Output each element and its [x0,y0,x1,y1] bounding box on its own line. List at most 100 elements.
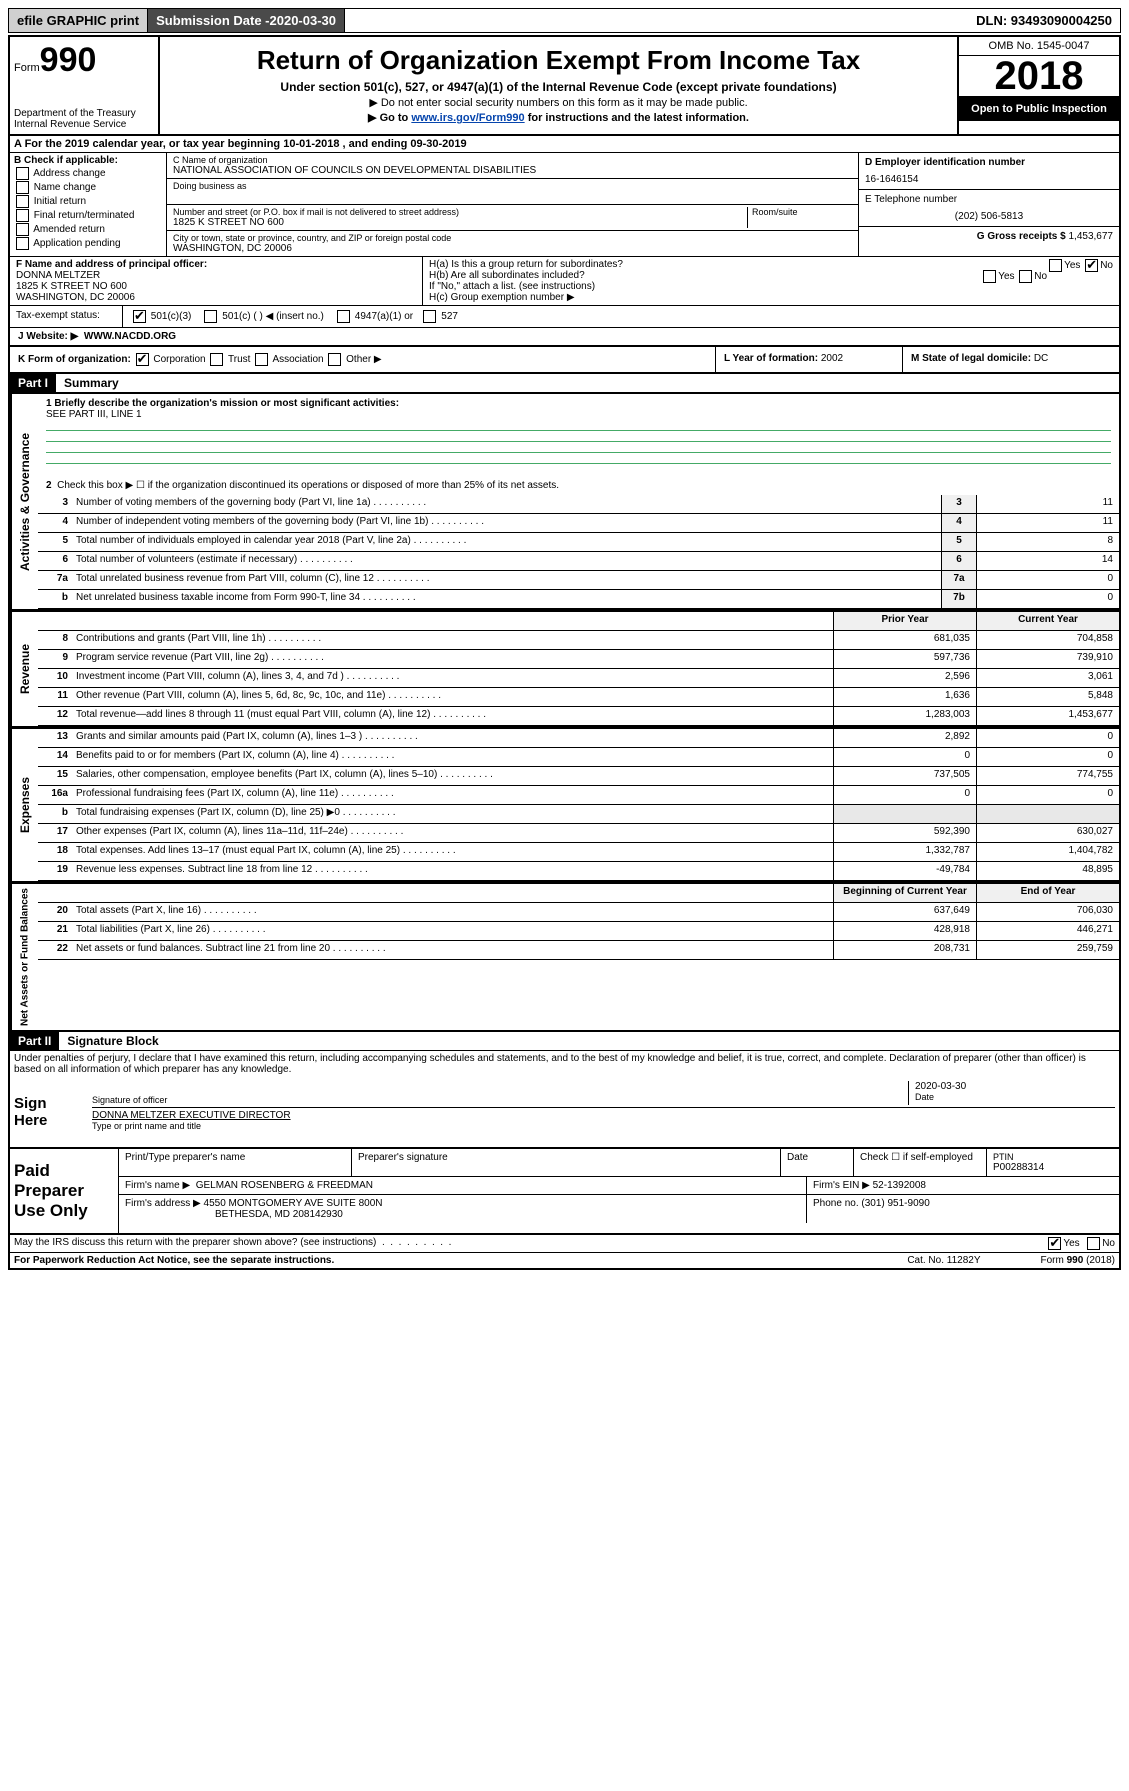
city-label: City or town, state or province, country… [173,233,852,243]
form-header: Form990 Department of the Treasury Inter… [10,37,1119,136]
dept-treasury: Department of the Treasury [14,108,154,119]
preparer-sig-label: Preparer's signature [352,1149,781,1176]
check-corporation[interactable] [136,353,149,366]
tax-exempt-options: 501(c)(3) 501(c) ( ) ◀ (insert no.) 4947… [123,306,1119,327]
sig-date-label: Date [915,1092,1115,1102]
ptin-label: PTIN [993,1152,1113,1162]
check-application-pending[interactable]: Application pending [14,237,162,250]
summary-line: 19 Revenue less expenses. Subtract line … [38,862,1119,881]
irs-form990-link[interactable]: www.irs.gov/Form990 [411,112,524,124]
summary-line: 5 Total number of individuals employed i… [38,533,1119,552]
summary-line: 18 Total expenses. Add lines 13–17 (must… [38,843,1119,862]
col-b-checkboxes: B Check if applicable: Address change Na… [10,153,167,256]
check-association[interactable] [255,353,268,366]
perjury-declaration: Under penalties of perjury, I declare th… [10,1051,1119,1077]
year-of-formation: L Year of formation: 2002 [716,347,903,372]
submission-date-label: Submission Date - 2020-03-30 [148,9,345,32]
tax-exempt-label: Tax-exempt status: [10,306,123,327]
summary-line: 12 Total revenue—add lines 8 through 11 … [38,707,1119,726]
discuss-yes[interactable] [1048,1237,1061,1250]
telephone-label: E Telephone number [865,194,1113,205]
cat-no: Cat. No. 11282Y [907,1255,980,1266]
part-i-title: Summary [56,374,127,392]
firm-ein-label: Firm's EIN ▶ [813,1180,873,1191]
principal-officer-label: F Name and address of principal officer: [16,259,416,270]
summary-line: 8 Contributions and grants (Part VIII, l… [38,631,1119,650]
form-subtitle: Under section 501(c), 527, or 4947(a)(1)… [166,80,951,94]
summary-line: b Total fundraising expenses (Part IX, c… [38,805,1119,824]
check-final-return[interactable]: Final return/terminated [14,209,162,222]
summary-line: 15 Salaries, other compensation, employe… [38,767,1119,786]
check-501c3[interactable] [133,310,146,323]
summary-line: 13 Grants and similar amounts paid (Part… [38,729,1119,748]
line1-label: 1 Briefly describe the organization's mi… [46,398,1111,409]
check-address-change[interactable]: Address change [14,167,162,180]
side-governance: Activities & Governance [10,394,38,609]
tax-year: 2018 [959,56,1119,97]
ein-value: 16-1646154 [865,174,1113,185]
form-of-organization: K Form of organization: Corporation Trus… [10,347,716,372]
instructions-link-line: ▶ Go to www.irs.gov/Form990 for instruct… [166,111,951,124]
hb-subordinates: H(b) Are all subordinates included? Yes … [429,270,1113,281]
org-name-box: C Name of organization NATIONAL ASSOCIAT… [167,153,858,179]
sig-officer-label: Signature of officer [92,1095,908,1105]
website-label: J Website: ▶ [18,331,78,342]
part-ii-header: Part II [10,1032,59,1050]
website-value: WWW.NACDD.ORG [84,331,176,342]
preparer-name-label: Print/Type preparer's name [119,1149,352,1176]
check-amended-return[interactable]: Amended return [14,223,162,236]
ein-label: D Employer identification number [865,157,1113,168]
top-toolbar: efile GRAPHIC print Submission Date - 20… [8,8,1121,33]
self-employed-check[interactable]: Check ☐ if self-employed [854,1149,987,1176]
check-name-change[interactable]: Name change [14,181,162,194]
paid-preparer-label: Paid Preparer Use Only [10,1149,119,1233]
row-a-tax-year: A For the 2019 calendar year, or tax yea… [10,136,1119,153]
efile-graphic-print-button[interactable]: efile GRAPHIC print [9,9,148,32]
side-expenses: Expenses [10,729,38,881]
preparer-date-label: Date [781,1149,854,1176]
summary-line: 22 Net assets or fund balances. Subtract… [38,941,1119,960]
current-year-header: Current Year [976,612,1119,630]
summary-line: 6 Total number of volunteers (estimate i… [38,552,1119,571]
beginning-year-header: Beginning of Current Year [833,884,976,902]
end-year-header: End of Year [976,884,1119,902]
firm-ein: 52-1392008 [873,1180,926,1191]
state-of-domicile: M State of legal domicile: DC [903,347,1119,372]
irs-label: Internal Revenue Service [14,119,154,130]
firm-addr-label: Firm's address ▶ [125,1198,201,1209]
summary-line: 3 Number of voting members of the govern… [38,495,1119,514]
prior-year-header: Prior Year [833,612,976,630]
sign-here-label: Sign Here [10,1077,88,1147]
ptin-value: P00288314 [993,1162,1113,1173]
summary-line: b Net unrelated business taxable income … [38,590,1119,609]
officer-name: DONNA MELTZER [16,270,416,281]
officer-city: WASHINGTON, DC 20006 [16,292,416,303]
street-address: 1825 K STREET NO 600 [173,217,747,228]
check-other[interactable] [328,353,341,366]
addr-label: Number and street (or P.O. box if mail i… [173,207,747,217]
org-name: NATIONAL ASSOCIATION OF COUNCILS ON DEVE… [173,165,852,176]
line1-mission: SEE PART III, LINE 1 [46,409,1111,420]
summary-line: 7a Total unrelated business revenue from… [38,571,1119,590]
side-revenue: Revenue [10,612,38,726]
discuss-no[interactable] [1087,1237,1100,1250]
ssn-warning: ▶ Do not enter social security numbers o… [166,96,951,109]
summary-line: 11 Other revenue (Part VIII, column (A),… [38,688,1119,707]
summary-line: 14 Benefits paid to or for members (Part… [38,748,1119,767]
open-to-public: Open to Public Inspection [959,97,1119,121]
check-trust[interactable] [210,353,223,366]
pra-notice: For Paperwork Reduction Act Notice, see … [14,1255,334,1266]
city-state-zip: WASHINGTON, DC 20006 [173,243,852,254]
firm-name-label: Firm's name ▶ [125,1180,190,1191]
summary-line: 16a Professional fundraising fees (Part … [38,786,1119,805]
check-initial-return[interactable]: Initial return [14,195,162,208]
officer-name-title-label: Type or print name and title [92,1121,1115,1131]
dba-box: Doing business as [167,179,858,205]
check-4947a1[interactable] [337,310,350,323]
summary-line: 4 Number of independent voting members o… [38,514,1119,533]
telephone: (202) 506-5813 [865,211,1113,222]
summary-line: 17 Other expenses (Part IX, column (A), … [38,824,1119,843]
check-527[interactable] [423,310,436,323]
check-501c[interactable] [204,310,217,323]
ha-group-return: H(a) Is this a group return for subordin… [429,259,1113,270]
